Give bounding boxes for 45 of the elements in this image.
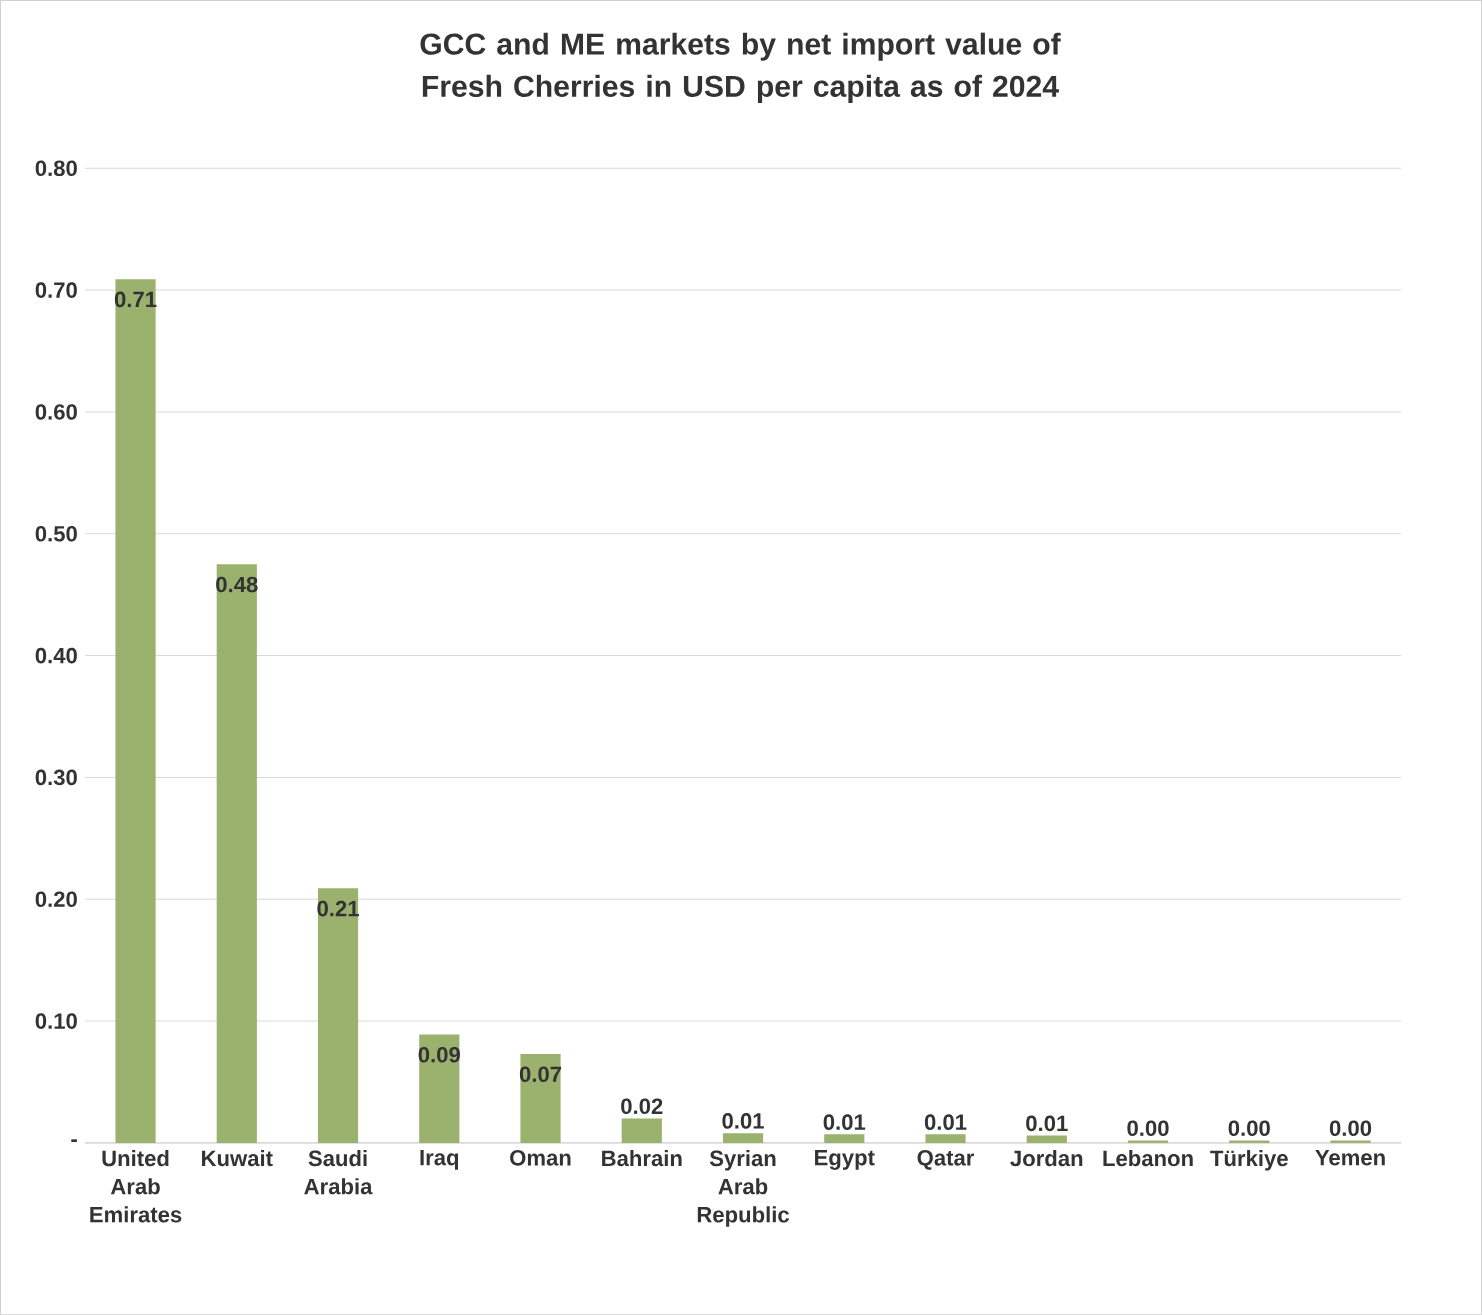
x-tick-label: Lebanon	[1103, 1149, 1193, 1167]
x-tick-label: Bahrain	[602, 1149, 682, 1167]
data-label: 0.01	[924, 1114, 967, 1130]
x-tick-label: Yemen	[1315, 1149, 1385, 1166]
bar	[824, 1134, 865, 1143]
data-label: 0.00	[1127, 1120, 1169, 1136]
bar	[722, 1133, 764, 1143]
x-tick-label: Saudi Arabia	[304, 1149, 373, 1195]
y-tick-label: 0.60	[35, 404, 77, 420]
data-label: 0.01	[823, 1114, 866, 1130]
bar	[621, 1118, 662, 1143]
y-tick-label: 0.80	[35, 160, 77, 177]
bar	[1127, 1140, 1169, 1143]
bar	[419, 1034, 460, 1143]
y-tick-label: 0.30	[35, 769, 77, 786]
y-tick-label: 0.10	[35, 1013, 77, 1029]
y-tick-label: 0.50	[35, 525, 77, 542]
x-tick-label: Jordan	[1010, 1149, 1083, 1167]
bar	[1229, 1140, 1270, 1143]
x-tick-label: United Arab Emirates	[90, 1149, 182, 1223]
x-tick-label: Iraq	[420, 1149, 459, 1170]
bar	[317, 888, 359, 1143]
y-tick-label: -	[71, 1139, 77, 1142]
data-label: 0.02	[621, 1098, 663, 1115]
bar	[925, 1134, 966, 1143]
bar	[520, 1053, 561, 1143]
y-tick-label: 0.20	[35, 891, 77, 907]
chart-title: GCC and ME markets by net import value of Fresh Cherries in USD per capita as of 2024	[420, 32, 1061, 103]
x-tick-label: Syrian Arab Republic	[697, 1149, 790, 1227]
x-tick-label: Kuwait	[202, 1149, 273, 1167]
bar	[1026, 1135, 1067, 1143]
data-label: 0.01	[1026, 1115, 1068, 1132]
x-tick-label: Egypt	[815, 1149, 875, 1170]
data-label: 0.01	[722, 1113, 764, 1129]
data-label: 0.07	[519, 1066, 562, 1082]
bar	[216, 564, 257, 1143]
bar	[115, 279, 156, 1143]
data-label: 0.00	[1329, 1120, 1372, 1136]
x-tick-label: Türkiye	[1210, 1149, 1288, 1171]
bar	[1330, 1140, 1371, 1143]
data-label: 0.00	[1228, 1120, 1270, 1136]
y-tick-label: 0.70	[35, 282, 77, 298]
y-tick-label: 0.40	[35, 647, 77, 664]
x-tick-label: Qatar	[917, 1149, 975, 1170]
x-tick-label: Oman	[510, 1149, 571, 1166]
